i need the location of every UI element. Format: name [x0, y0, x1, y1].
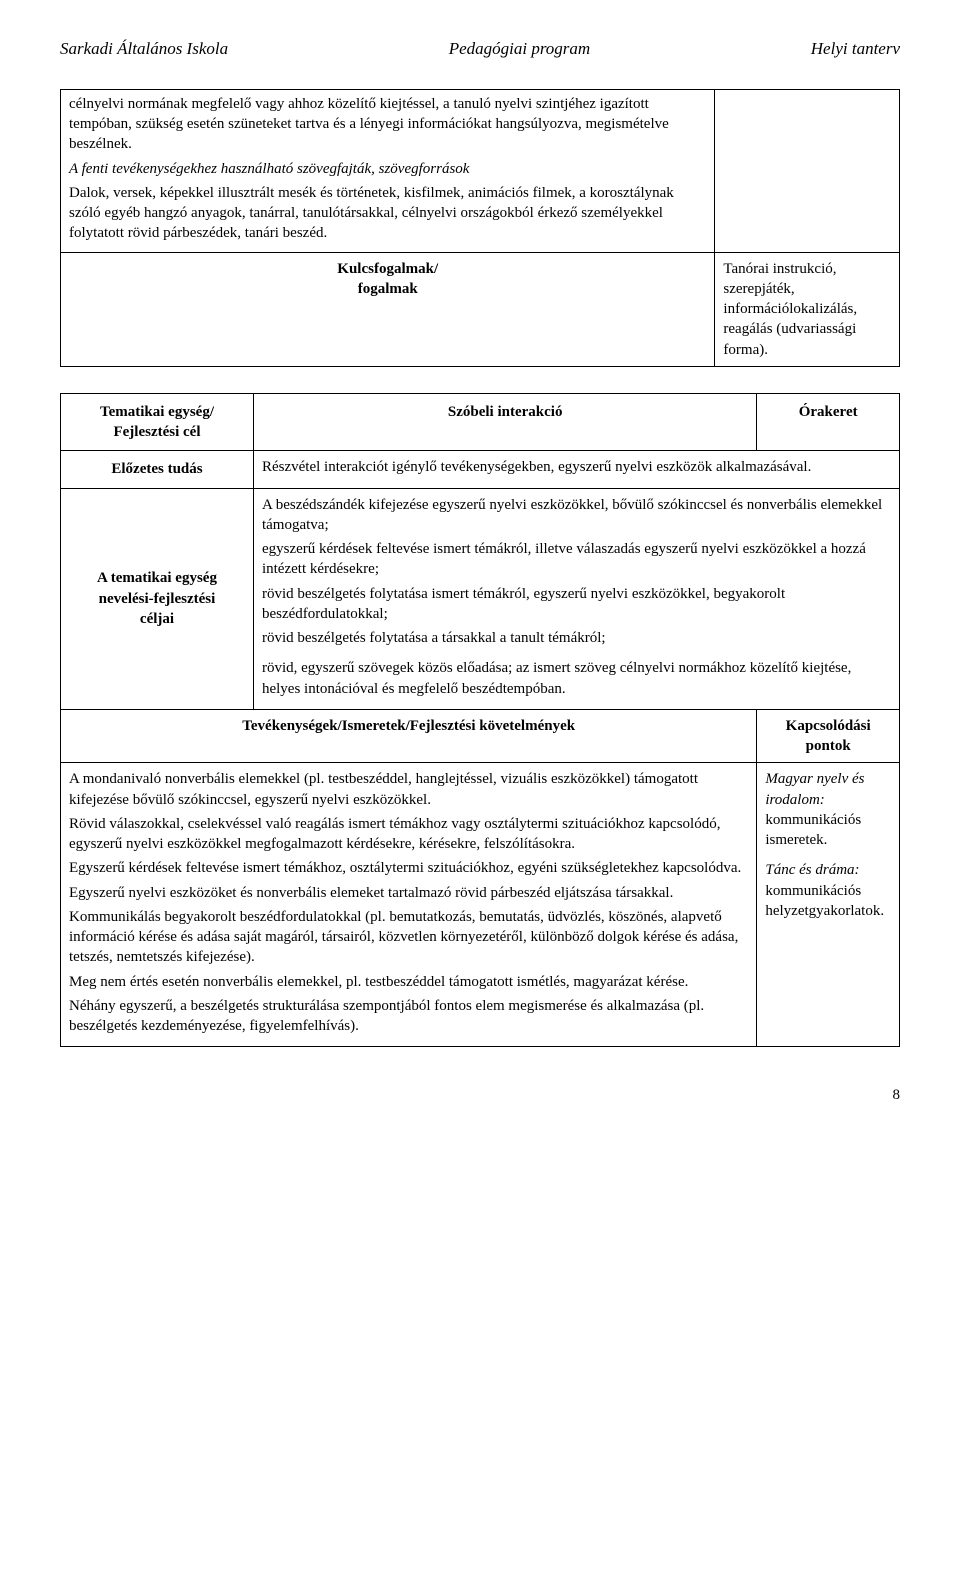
cell-kulcsfogalmak-label: Kulcsfogalmak/ fogalmak	[61, 252, 715, 366]
line: Magyar nyelv és	[765, 769, 891, 789]
paragraph: rövid, egyszerű szövegek közös előadása;…	[262, 658, 891, 699]
label-line: A tematikai egység	[67, 568, 247, 588]
cell-tevekenysegek-content: A mondanivaló nonverbális elemekkel (pl.…	[61, 763, 757, 1047]
paragraph: egyszerű kérdések feltevése ismert témák…	[262, 539, 891, 580]
cell-kapcsolodasi-content: Magyar nyelv és irodalom: kommunikációs …	[757, 763, 900, 1047]
line: kommunikációs	[765, 810, 891, 830]
paragraph: Egyszerű nyelvi eszközöket és nonverbáli…	[69, 883, 748, 903]
paragraph: Egyszerű kérdések feltevése ismert témák…	[69, 858, 748, 878]
paragraph: Meg nem értés esetén nonverbális elemekk…	[69, 972, 748, 992]
paragraph: Néhány egyszerű, a beszélgetés strukturá…	[69, 996, 748, 1037]
cell-top-text: célnyelvi normának megfelelő vagy ahhoz …	[61, 89, 715, 252]
paragraph: Rövid válaszokkal, cselekvéssel való rea…	[69, 814, 748, 855]
table-tematikai-egyseg: Tematikai egység/ Fejlesztési cél Szóbel…	[60, 393, 900, 1048]
cell-celjai-label: A tematikai egység nevelési-fejlesztési …	[61, 488, 254, 709]
paragraph: Dalok, versek, képekkel illusztrált mesé…	[69, 183, 706, 244]
paragraph: rövid beszélgetés folytatása a társakkal…	[262, 628, 891, 648]
line: ismeretek.	[765, 830, 891, 850]
label-line: nevelési-fejlesztési	[67, 589, 247, 609]
line: helyzetgyakorlatok.	[765, 901, 891, 921]
cell-title: Szóbeli interakció	[253, 393, 756, 451]
label-line: Tematikai egység/	[67, 402, 247, 422]
label-line: fogalmak	[69, 279, 706, 299]
cell-kulcsfogalmak-content: Tanórai instrukció, szerepjáték, informá…	[715, 252, 900, 366]
header-center: Pedagógiai program	[449, 38, 591, 61]
cell-empty	[715, 89, 900, 252]
paragraph: célnyelvi normának megfelelő vagy ahhoz …	[69, 94, 706, 155]
paragraph: A mondanivaló nonverbális elemekkel (pl.…	[69, 769, 748, 810]
cell-kapcsolodasi-header: Kapcsolódási pontok	[757, 709, 900, 763]
page-number: 8	[60, 1085, 900, 1105]
table-kulcsfogalmak: célnyelvi normának megfelelő vagy ahhoz …	[60, 89, 900, 367]
header-right: Helyi tanterv	[811, 38, 900, 61]
label-line: Fejlesztési cél	[67, 422, 247, 442]
header-left: Sarkadi Általános Iskola	[60, 38, 228, 61]
cell-elozetes-label: Előzetes tudás	[61, 451, 254, 488]
line: Tánc és dráma:	[765, 860, 891, 880]
paragraph: Kommunikálás begyakorolt beszédfordulato…	[69, 907, 748, 968]
paragraph: A beszédszándék kifejezése egyszerű nyel…	[262, 495, 891, 536]
page-header: Sarkadi Általános Iskola Pedagógiai prog…	[60, 38, 900, 61]
line: kommunikációs	[765, 881, 891, 901]
label-line: céljai	[67, 609, 247, 629]
cell-celjai-content: A beszédszándék kifejezése egyszerű nyel…	[253, 488, 899, 709]
cell-tevekenysegek-header: Tevékenységek/Ismeretek/Fejlesztési köve…	[61, 709, 757, 763]
line: irodalom:	[765, 790, 891, 810]
paragraph-italic: A fenti tevékenységekhez használható szö…	[69, 159, 706, 179]
paragraph: rövid beszélgetés folytatása ismert témá…	[262, 584, 891, 625]
cell-elozetes-content: Részvétel interakciót igénylő tevékenysé…	[253, 451, 899, 488]
label-line: Kulcsfogalmak/	[69, 259, 706, 279]
cell-tematikai-label: Tematikai egység/ Fejlesztési cél	[61, 393, 254, 451]
cell-orakeret: Órakeret	[757, 393, 900, 451]
